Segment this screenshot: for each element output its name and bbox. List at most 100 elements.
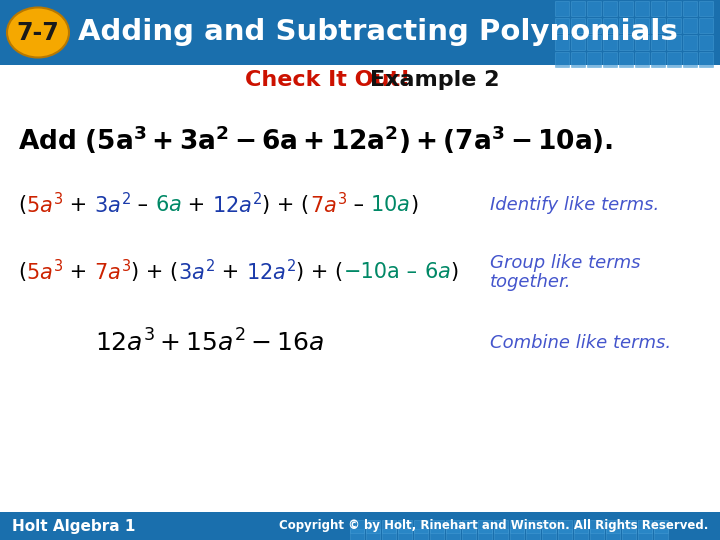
FancyBboxPatch shape (699, 18, 713, 33)
FancyBboxPatch shape (494, 520, 508, 533)
FancyBboxPatch shape (667, 18, 681, 33)
FancyBboxPatch shape (587, 52, 601, 67)
FancyBboxPatch shape (638, 520, 652, 533)
Text: $3a^2$: $3a^2$ (94, 192, 131, 218)
FancyBboxPatch shape (667, 35, 681, 50)
Text: $7a^3$: $7a^3$ (310, 192, 346, 218)
Text: +: + (181, 195, 212, 215)
FancyBboxPatch shape (651, 18, 665, 33)
FancyBboxPatch shape (510, 520, 524, 533)
FancyBboxPatch shape (446, 529, 460, 540)
FancyBboxPatch shape (478, 520, 492, 533)
FancyBboxPatch shape (638, 529, 652, 540)
FancyBboxPatch shape (667, 52, 681, 67)
Text: $12a^2$: $12a^2$ (246, 259, 296, 285)
Text: Identify like terms.: Identify like terms. (490, 196, 660, 214)
Text: (: ( (18, 195, 26, 215)
FancyBboxPatch shape (683, 35, 697, 50)
FancyBboxPatch shape (542, 529, 556, 540)
FancyBboxPatch shape (462, 520, 476, 533)
FancyBboxPatch shape (510, 529, 524, 540)
FancyBboxPatch shape (619, 52, 633, 67)
FancyBboxPatch shape (635, 18, 649, 33)
FancyBboxPatch shape (494, 529, 508, 540)
FancyBboxPatch shape (590, 520, 604, 533)
FancyBboxPatch shape (606, 520, 620, 533)
FancyBboxPatch shape (555, 52, 569, 67)
FancyBboxPatch shape (651, 52, 665, 67)
FancyBboxPatch shape (699, 52, 713, 67)
FancyBboxPatch shape (654, 520, 668, 533)
FancyBboxPatch shape (526, 529, 540, 540)
FancyBboxPatch shape (603, 35, 617, 50)
FancyBboxPatch shape (619, 1, 633, 16)
FancyBboxPatch shape (398, 520, 412, 533)
FancyBboxPatch shape (606, 529, 620, 540)
FancyBboxPatch shape (446, 520, 460, 533)
FancyBboxPatch shape (603, 52, 617, 67)
Text: −10a: −10a (343, 262, 400, 282)
FancyBboxPatch shape (478, 529, 492, 540)
FancyBboxPatch shape (555, 1, 569, 16)
FancyBboxPatch shape (574, 529, 588, 540)
FancyBboxPatch shape (590, 529, 604, 540)
FancyBboxPatch shape (430, 520, 444, 533)
FancyBboxPatch shape (651, 35, 665, 50)
FancyBboxPatch shape (574, 520, 588, 533)
FancyBboxPatch shape (587, 1, 601, 16)
FancyBboxPatch shape (542, 520, 556, 533)
FancyBboxPatch shape (635, 1, 649, 16)
Text: $12a^3 + 15a^2 - 16a$: $12a^3 + 15a^2 - 16a$ (95, 329, 324, 356)
FancyBboxPatch shape (587, 18, 601, 33)
FancyBboxPatch shape (526, 520, 540, 533)
Text: $3a^2$: $3a^2$ (179, 259, 215, 285)
FancyBboxPatch shape (398, 529, 412, 540)
Text: 7-7: 7-7 (17, 21, 59, 44)
FancyBboxPatch shape (603, 18, 617, 33)
Text: Combine like terms.: Combine like terms. (490, 334, 671, 352)
FancyBboxPatch shape (414, 520, 428, 533)
FancyBboxPatch shape (699, 35, 713, 50)
Text: –: – (131, 195, 155, 215)
Text: $\mathbf{Add\ (5a^3 + 3a^2 - 6a + 12a^2) + (7a^3 - 10a).}$: $\mathbf{Add\ (5a^3 + 3a^2 - 6a + 12a^2)… (18, 124, 613, 156)
Text: Copyright © by Holt, Rinehart and Winston. All Rights Reserved.: Copyright © by Holt, Rinehart and Winsto… (279, 519, 708, 532)
Text: ): ) (451, 262, 459, 282)
FancyBboxPatch shape (699, 1, 713, 16)
Text: +: + (63, 195, 94, 215)
Text: +: + (215, 262, 246, 282)
FancyBboxPatch shape (635, 35, 649, 50)
Text: ) + (: ) + ( (296, 262, 343, 282)
Text: ) + (: ) + ( (131, 262, 179, 282)
FancyBboxPatch shape (0, 0, 720, 65)
Text: ) + (: ) + ( (262, 195, 310, 215)
Text: –: – (400, 262, 424, 282)
Text: Group like terms: Group like terms (490, 254, 641, 272)
Text: Adding and Subtracting Polynomials: Adding and Subtracting Polynomials (78, 18, 678, 46)
FancyBboxPatch shape (0, 512, 720, 540)
FancyBboxPatch shape (555, 35, 569, 50)
Text: $7a^3$: $7a^3$ (94, 259, 131, 285)
FancyBboxPatch shape (603, 1, 617, 16)
FancyBboxPatch shape (622, 520, 636, 533)
FancyBboxPatch shape (571, 18, 585, 33)
Text: Example 2: Example 2 (370, 70, 500, 90)
FancyBboxPatch shape (683, 52, 697, 67)
FancyBboxPatch shape (571, 1, 585, 16)
Text: $5a^3$: $5a^3$ (26, 259, 63, 285)
FancyBboxPatch shape (587, 35, 601, 50)
FancyBboxPatch shape (571, 52, 585, 67)
FancyBboxPatch shape (558, 529, 572, 540)
FancyBboxPatch shape (430, 529, 444, 540)
Text: $6a$: $6a$ (424, 262, 451, 282)
Text: Holt Algebra 1: Holt Algebra 1 (12, 518, 135, 534)
FancyBboxPatch shape (635, 52, 649, 67)
Text: ): ) (410, 195, 418, 215)
FancyBboxPatch shape (667, 1, 681, 16)
FancyBboxPatch shape (651, 1, 665, 16)
Text: $12a^2$: $12a^2$ (212, 192, 262, 218)
Text: (: ( (18, 262, 26, 282)
Text: together.: together. (490, 273, 572, 291)
FancyBboxPatch shape (571, 35, 585, 50)
FancyBboxPatch shape (654, 529, 668, 540)
Text: –: – (346, 195, 370, 215)
